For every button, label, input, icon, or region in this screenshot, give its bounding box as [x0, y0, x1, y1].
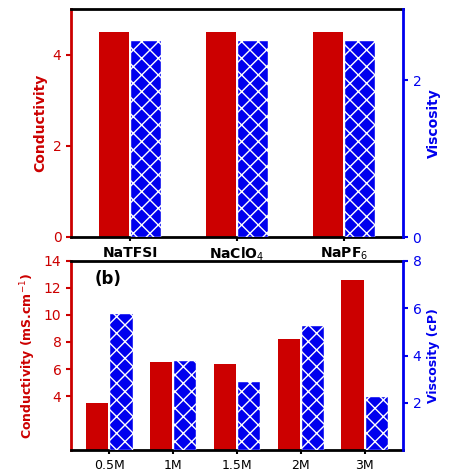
- Bar: [99, 32, 129, 237]
- Bar: [110, 314, 133, 450]
- Y-axis label: Viscosity (cP): Viscosity (cP): [427, 308, 440, 403]
- Bar: [365, 397, 388, 450]
- Bar: [214, 364, 236, 450]
- Bar: [86, 403, 109, 450]
- Bar: [313, 32, 343, 237]
- Bar: [345, 41, 375, 237]
- Bar: [150, 362, 172, 450]
- Y-axis label: Viscosity: Viscosity: [427, 88, 441, 158]
- Bar: [238, 41, 268, 237]
- Bar: [174, 361, 197, 450]
- Bar: [302, 326, 324, 450]
- Text: (b): (b): [94, 270, 121, 288]
- Bar: [206, 32, 236, 237]
- Bar: [238, 382, 260, 450]
- Bar: [131, 41, 161, 237]
- Bar: [341, 280, 364, 450]
- Y-axis label: Conductivity: Conductivity: [33, 74, 47, 173]
- Y-axis label: Conductivity (mS.cm$^{-1}$): Conductivity (mS.cm$^{-1}$): [18, 273, 38, 438]
- Bar: [277, 339, 300, 450]
